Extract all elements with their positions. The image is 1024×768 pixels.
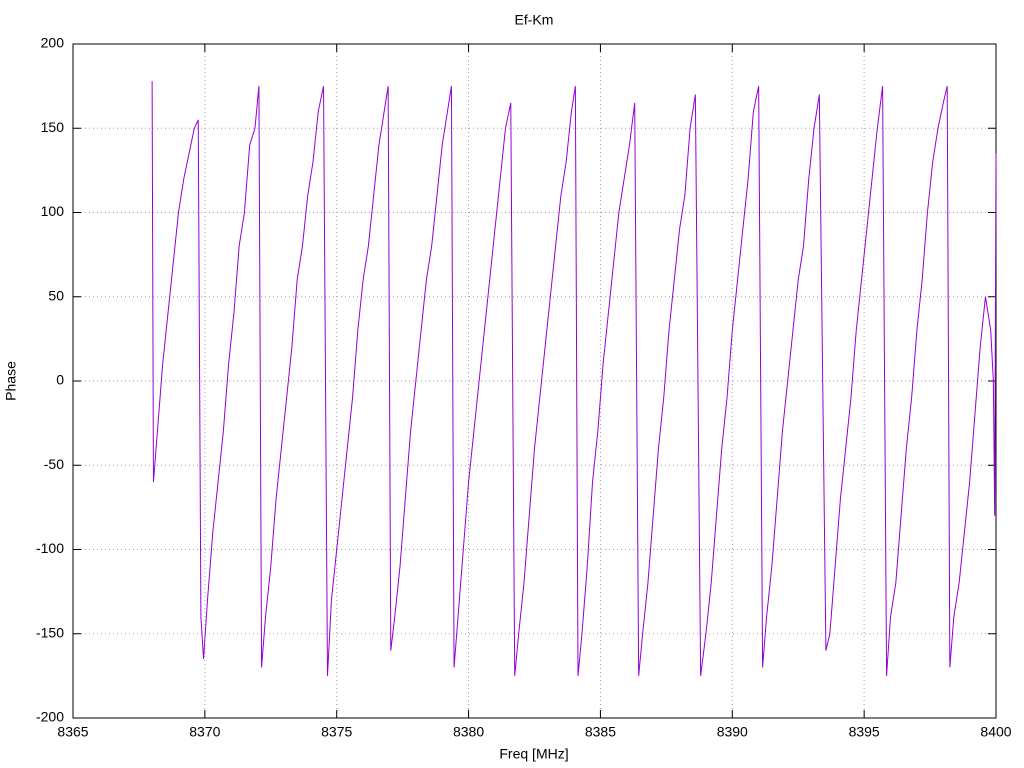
x-tick-label: 8365 [57, 724, 88, 740]
x-tick-label: 8400 [980, 724, 1011, 740]
x-tick-label: 8395 [849, 724, 880, 740]
y-axis-label: Phase [3, 361, 19, 401]
x-tick-label: 8375 [321, 724, 352, 740]
y-tick-label: -100 [36, 540, 64, 556]
data-line [151, 81, 997, 676]
chart-title: Ef-Km [515, 12, 554, 28]
y-tick-label: 150 [41, 119, 65, 135]
x-tick-label: 8370 [189, 724, 220, 740]
y-tick-label: -150 [36, 624, 64, 640]
x-tick-label: 8390 [717, 724, 748, 740]
y-tick-label: 0 [56, 372, 64, 388]
y-tick-label: -50 [44, 456, 64, 472]
x-tick-label: 8385 [585, 724, 616, 740]
x-axis-label: Freq [MHz] [499, 746, 568, 762]
plot-border [72, 43, 997, 719]
y-tick-label: 100 [41, 203, 65, 219]
y-tick-label: 200 [41, 35, 65, 51]
x-tick-label: 8380 [453, 724, 484, 740]
y-tick-label: -200 [36, 709, 64, 725]
y-tick-label: 50 [48, 287, 64, 303]
